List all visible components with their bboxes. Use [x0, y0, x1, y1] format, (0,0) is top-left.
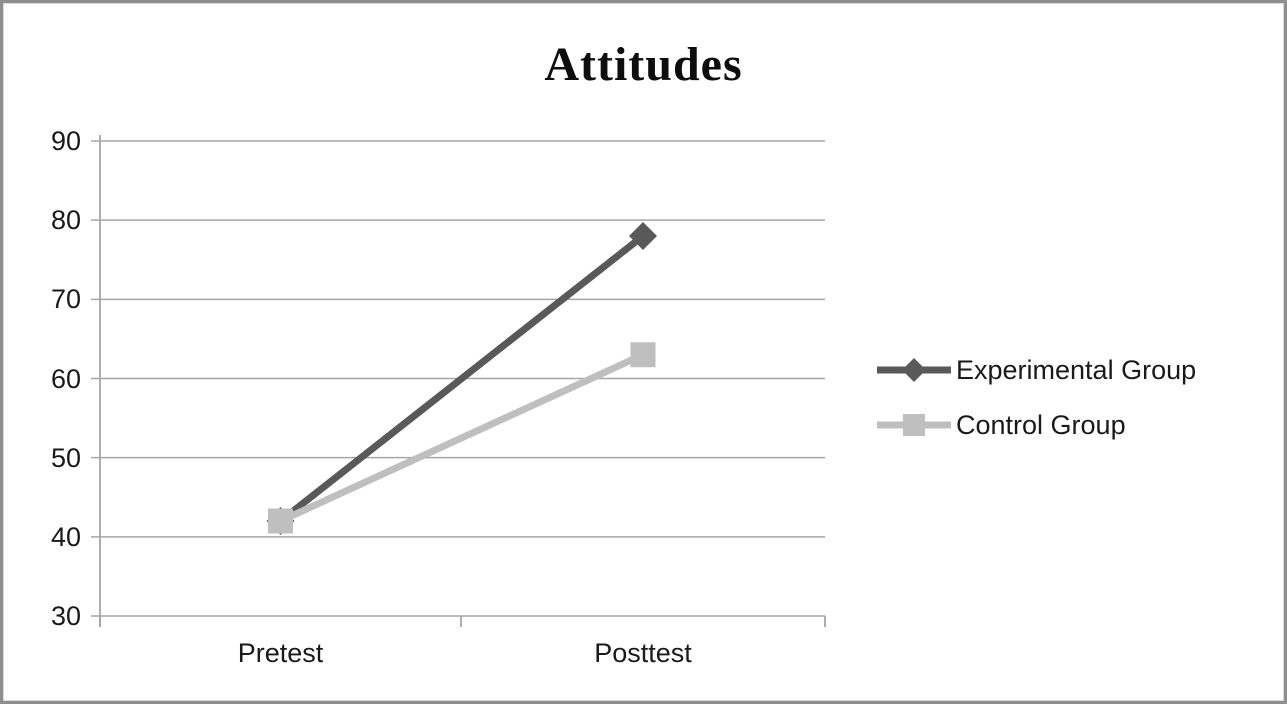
y-tick-label-30: 30 — [50, 601, 81, 631]
legend-item-experimental-group: Experimental Group — [875, 349, 1196, 391]
y-tick-label-90: 90 — [50, 126, 81, 156]
line-chart-plot-area — [91, 135, 826, 627]
legend-diamond-marker-icon — [877, 358, 951, 382]
y-tick-label-40: 40 — [50, 521, 81, 552]
series-1-marker-pretest — [268, 508, 293, 534]
y-tick-label-60: 60 — [50, 363, 81, 394]
legend-square-glyph — [903, 414, 925, 436]
chart-title: Attitudes — [544, 38, 743, 91]
legend-label-control-group: Control Group — [956, 409, 1126, 440]
legend-label-experimental-group: Experimental Group — [956, 354, 1197, 385]
series-0-marker-posttest — [629, 222, 657, 250]
y-tick-label-50: 50 — [50, 442, 81, 473]
y-tick-label-70: 70 — [50, 284, 81, 315]
legend-diamond-glyph — [902, 358, 926, 382]
chart-legend: Experimental Group Control Group — [875, 349, 1196, 446]
legend-item-control-group: Control Group — [875, 404, 1196, 446]
x-category-label-pretest: Pretest — [237, 638, 324, 668]
x-category-label-posttest: Posttest — [594, 638, 692, 668]
series-line-1 — [279, 351, 645, 525]
y-tick-label-80: 80 — [50, 205, 81, 236]
legend-square-marker-icon — [877, 414, 951, 436]
series-1-marker-posttest — [630, 342, 656, 368]
series-line-0 — [278, 233, 646, 524]
